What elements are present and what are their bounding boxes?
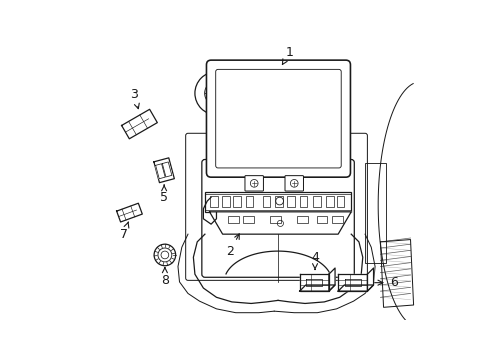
FancyBboxPatch shape bbox=[186, 133, 368, 280]
Polygon shape bbox=[156, 164, 165, 179]
Bar bbox=[317, 216, 327, 223]
Bar bbox=[270, 216, 281, 223]
Polygon shape bbox=[338, 274, 368, 291]
Text: 5: 5 bbox=[160, 185, 168, 204]
Text: 8: 8 bbox=[161, 267, 169, 287]
Polygon shape bbox=[300, 285, 335, 291]
Polygon shape bbox=[162, 162, 172, 177]
Polygon shape bbox=[329, 268, 335, 291]
Text: 1: 1 bbox=[282, 46, 294, 64]
Text: 6: 6 bbox=[370, 276, 397, 289]
Polygon shape bbox=[122, 109, 157, 139]
FancyBboxPatch shape bbox=[202, 159, 354, 277]
FancyBboxPatch shape bbox=[206, 60, 350, 177]
Bar bbox=[275, 197, 283, 207]
Text: 3: 3 bbox=[130, 88, 139, 109]
FancyBboxPatch shape bbox=[245, 176, 264, 191]
Bar bbox=[263, 197, 270, 207]
Bar bbox=[314, 197, 321, 207]
Text: 7: 7 bbox=[120, 222, 129, 240]
Bar bbox=[300, 197, 307, 207]
Polygon shape bbox=[117, 203, 142, 222]
Bar bbox=[297, 216, 308, 223]
Bar bbox=[210, 197, 218, 207]
Circle shape bbox=[154, 244, 175, 266]
Bar bbox=[233, 197, 241, 207]
Bar bbox=[244, 216, 254, 223]
Polygon shape bbox=[210, 212, 351, 234]
Text: 2: 2 bbox=[226, 234, 239, 258]
Polygon shape bbox=[154, 158, 174, 183]
FancyBboxPatch shape bbox=[216, 69, 341, 168]
Polygon shape bbox=[368, 268, 373, 291]
Bar bbox=[326, 197, 334, 207]
Text: 4: 4 bbox=[311, 251, 319, 269]
Bar bbox=[337, 197, 344, 207]
Bar bbox=[228, 216, 239, 223]
Bar bbox=[245, 197, 253, 207]
Polygon shape bbox=[300, 274, 329, 291]
FancyBboxPatch shape bbox=[285, 176, 303, 191]
Bar bbox=[287, 197, 295, 207]
Bar bbox=[222, 197, 229, 207]
Bar bbox=[332, 216, 343, 223]
Bar bbox=[205, 192, 351, 212]
Polygon shape bbox=[338, 285, 373, 291]
